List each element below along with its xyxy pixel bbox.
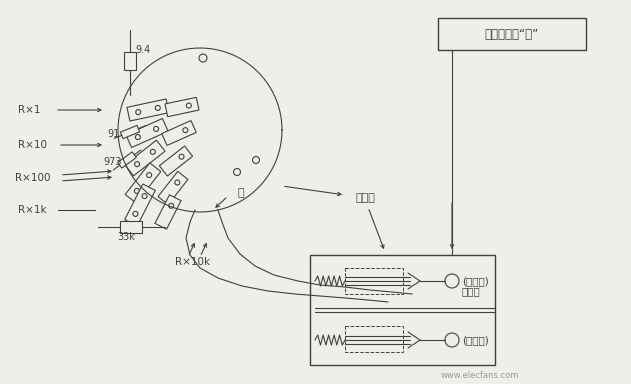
Text: 33k: 33k xyxy=(117,232,135,242)
Bar xyxy=(124,52,136,70)
Polygon shape xyxy=(160,146,192,176)
Polygon shape xyxy=(165,97,199,117)
Text: 91: 91 xyxy=(107,129,119,139)
Text: R×1: R×1 xyxy=(18,105,40,115)
Polygon shape xyxy=(158,171,188,205)
Polygon shape xyxy=(125,140,165,176)
Polygon shape xyxy=(126,119,168,147)
Bar xyxy=(345,326,403,352)
Bar xyxy=(120,221,142,233)
Polygon shape xyxy=(155,195,181,229)
Text: (上触点): (上触点) xyxy=(462,276,489,286)
Text: R×100: R×100 xyxy=(15,173,50,183)
Text: 9.4: 9.4 xyxy=(135,45,150,55)
Bar xyxy=(345,268,403,294)
Bar xyxy=(310,255,495,365)
Text: (下触点): (下触点) xyxy=(462,335,489,345)
Text: 绵缘板: 绵缘板 xyxy=(355,193,375,203)
Text: 至升压电路“地”: 至升压电路“地” xyxy=(485,28,539,40)
Polygon shape xyxy=(127,99,169,121)
Polygon shape xyxy=(125,163,161,203)
Bar xyxy=(438,18,586,50)
Polygon shape xyxy=(117,152,136,168)
Text: R×10: R×10 xyxy=(18,140,47,150)
Text: www.elecfans.com: www.elecfans.com xyxy=(441,371,519,379)
Polygon shape xyxy=(162,121,196,146)
Polygon shape xyxy=(125,184,155,226)
Polygon shape xyxy=(121,126,139,139)
Text: 新加的: 新加的 xyxy=(462,286,481,296)
Text: 空: 空 xyxy=(238,188,245,198)
Text: R×1k: R×1k xyxy=(18,205,47,215)
Text: 973: 973 xyxy=(103,157,122,167)
Text: R×10k: R×10k xyxy=(175,257,210,267)
